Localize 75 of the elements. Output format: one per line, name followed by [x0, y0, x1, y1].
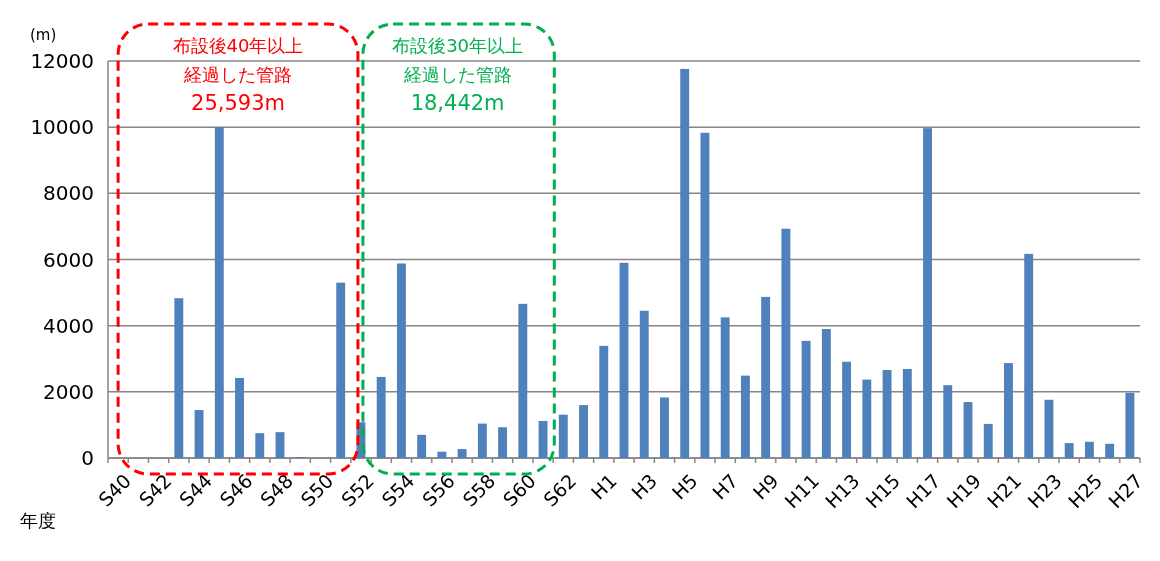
bar	[214, 127, 224, 458]
x-tick-label: H5	[667, 469, 702, 504]
bar	[558, 414, 568, 458]
bar	[235, 377, 244, 458]
bar	[720, 317, 730, 458]
bar	[174, 298, 184, 458]
bar	[1105, 443, 1115, 458]
bar	[740, 375, 750, 458]
bar	[902, 369, 912, 458]
bar	[680, 68, 690, 458]
x-tick-label: H1	[586, 469, 621, 504]
bar	[336, 282, 346, 458]
bar	[963, 402, 973, 458]
x-tick-label: H9	[748, 469, 783, 504]
annotation: 布設後40年以上経過した管路	[172, 35, 304, 85]
y-tick-label: 8000	[43, 181, 94, 206]
bar	[761, 296, 771, 458]
bar	[599, 345, 609, 458]
bar	[538, 420, 548, 458]
x-tick-label: H3	[627, 469, 662, 504]
bar	[983, 423, 993, 458]
x-tick-label: H7	[707, 469, 743, 504]
annotation: 18,442m	[410, 91, 505, 115]
bar	[417, 434, 427, 458]
y-tick-label: 0	[81, 446, 94, 470]
bar	[194, 410, 204, 458]
bar	[1044, 399, 1054, 458]
annotation: 布設後30年以上経過した管路	[392, 35, 524, 85]
x-tick-label: S62	[539, 469, 581, 511]
bar	[821, 328, 831, 458]
y-axis-title: (m)	[30, 26, 57, 44]
bar	[1125, 392, 1135, 458]
bar	[660, 397, 669, 458]
bar	[923, 128, 932, 458]
bar	[579, 405, 588, 458]
bar	[1084, 441, 1094, 458]
bar	[1064, 443, 1074, 458]
y-tick-label: 12000	[30, 49, 94, 73]
bar	[376, 376, 386, 458]
bar	[518, 303, 528, 458]
x-tick-label: S44	[174, 469, 217, 511]
bar	[275, 432, 285, 458]
bar	[477, 423, 487, 458]
bar	[619, 262, 629, 458]
y-tick-label: 10000	[30, 115, 94, 140]
bar	[396, 263, 406, 458]
x-tick-label: S52	[336, 469, 378, 511]
x-tick-label: S42	[134, 469, 176, 511]
bar	[255, 433, 265, 458]
x-axis-title: 年度	[20, 510, 56, 531]
bar	[639, 310, 649, 458]
x-tick-label: S60	[498, 469, 540, 511]
x-tick-label: S48	[255, 469, 298, 511]
bar	[498, 427, 508, 458]
bar	[801, 340, 811, 458]
bar	[882, 370, 892, 458]
y-tick-label: 4000	[43, 313, 94, 338]
bar	[700, 132, 710, 458]
bar	[862, 379, 872, 458]
x-tick-label: S50	[296, 469, 338, 511]
y-tick-label: 2000	[43, 379, 94, 404]
bar	[1024, 253, 1034, 458]
annotation: 25,593m	[191, 91, 285, 115]
x-tick-label: H11	[780, 469, 824, 513]
bar	[943, 385, 953, 458]
bar	[781, 228, 791, 458]
x-tick-label: S58	[458, 469, 500, 511]
bar	[1004, 363, 1013, 458]
bar	[457, 449, 467, 458]
y-tick-label: 6000	[43, 247, 94, 272]
x-tick-label: H21	[982, 469, 1026, 513]
bar	[437, 451, 447, 458]
bar	[842, 361, 852, 458]
x-tick-label: S56	[417, 469, 459, 511]
x-tick-label: S40	[93, 469, 136, 511]
